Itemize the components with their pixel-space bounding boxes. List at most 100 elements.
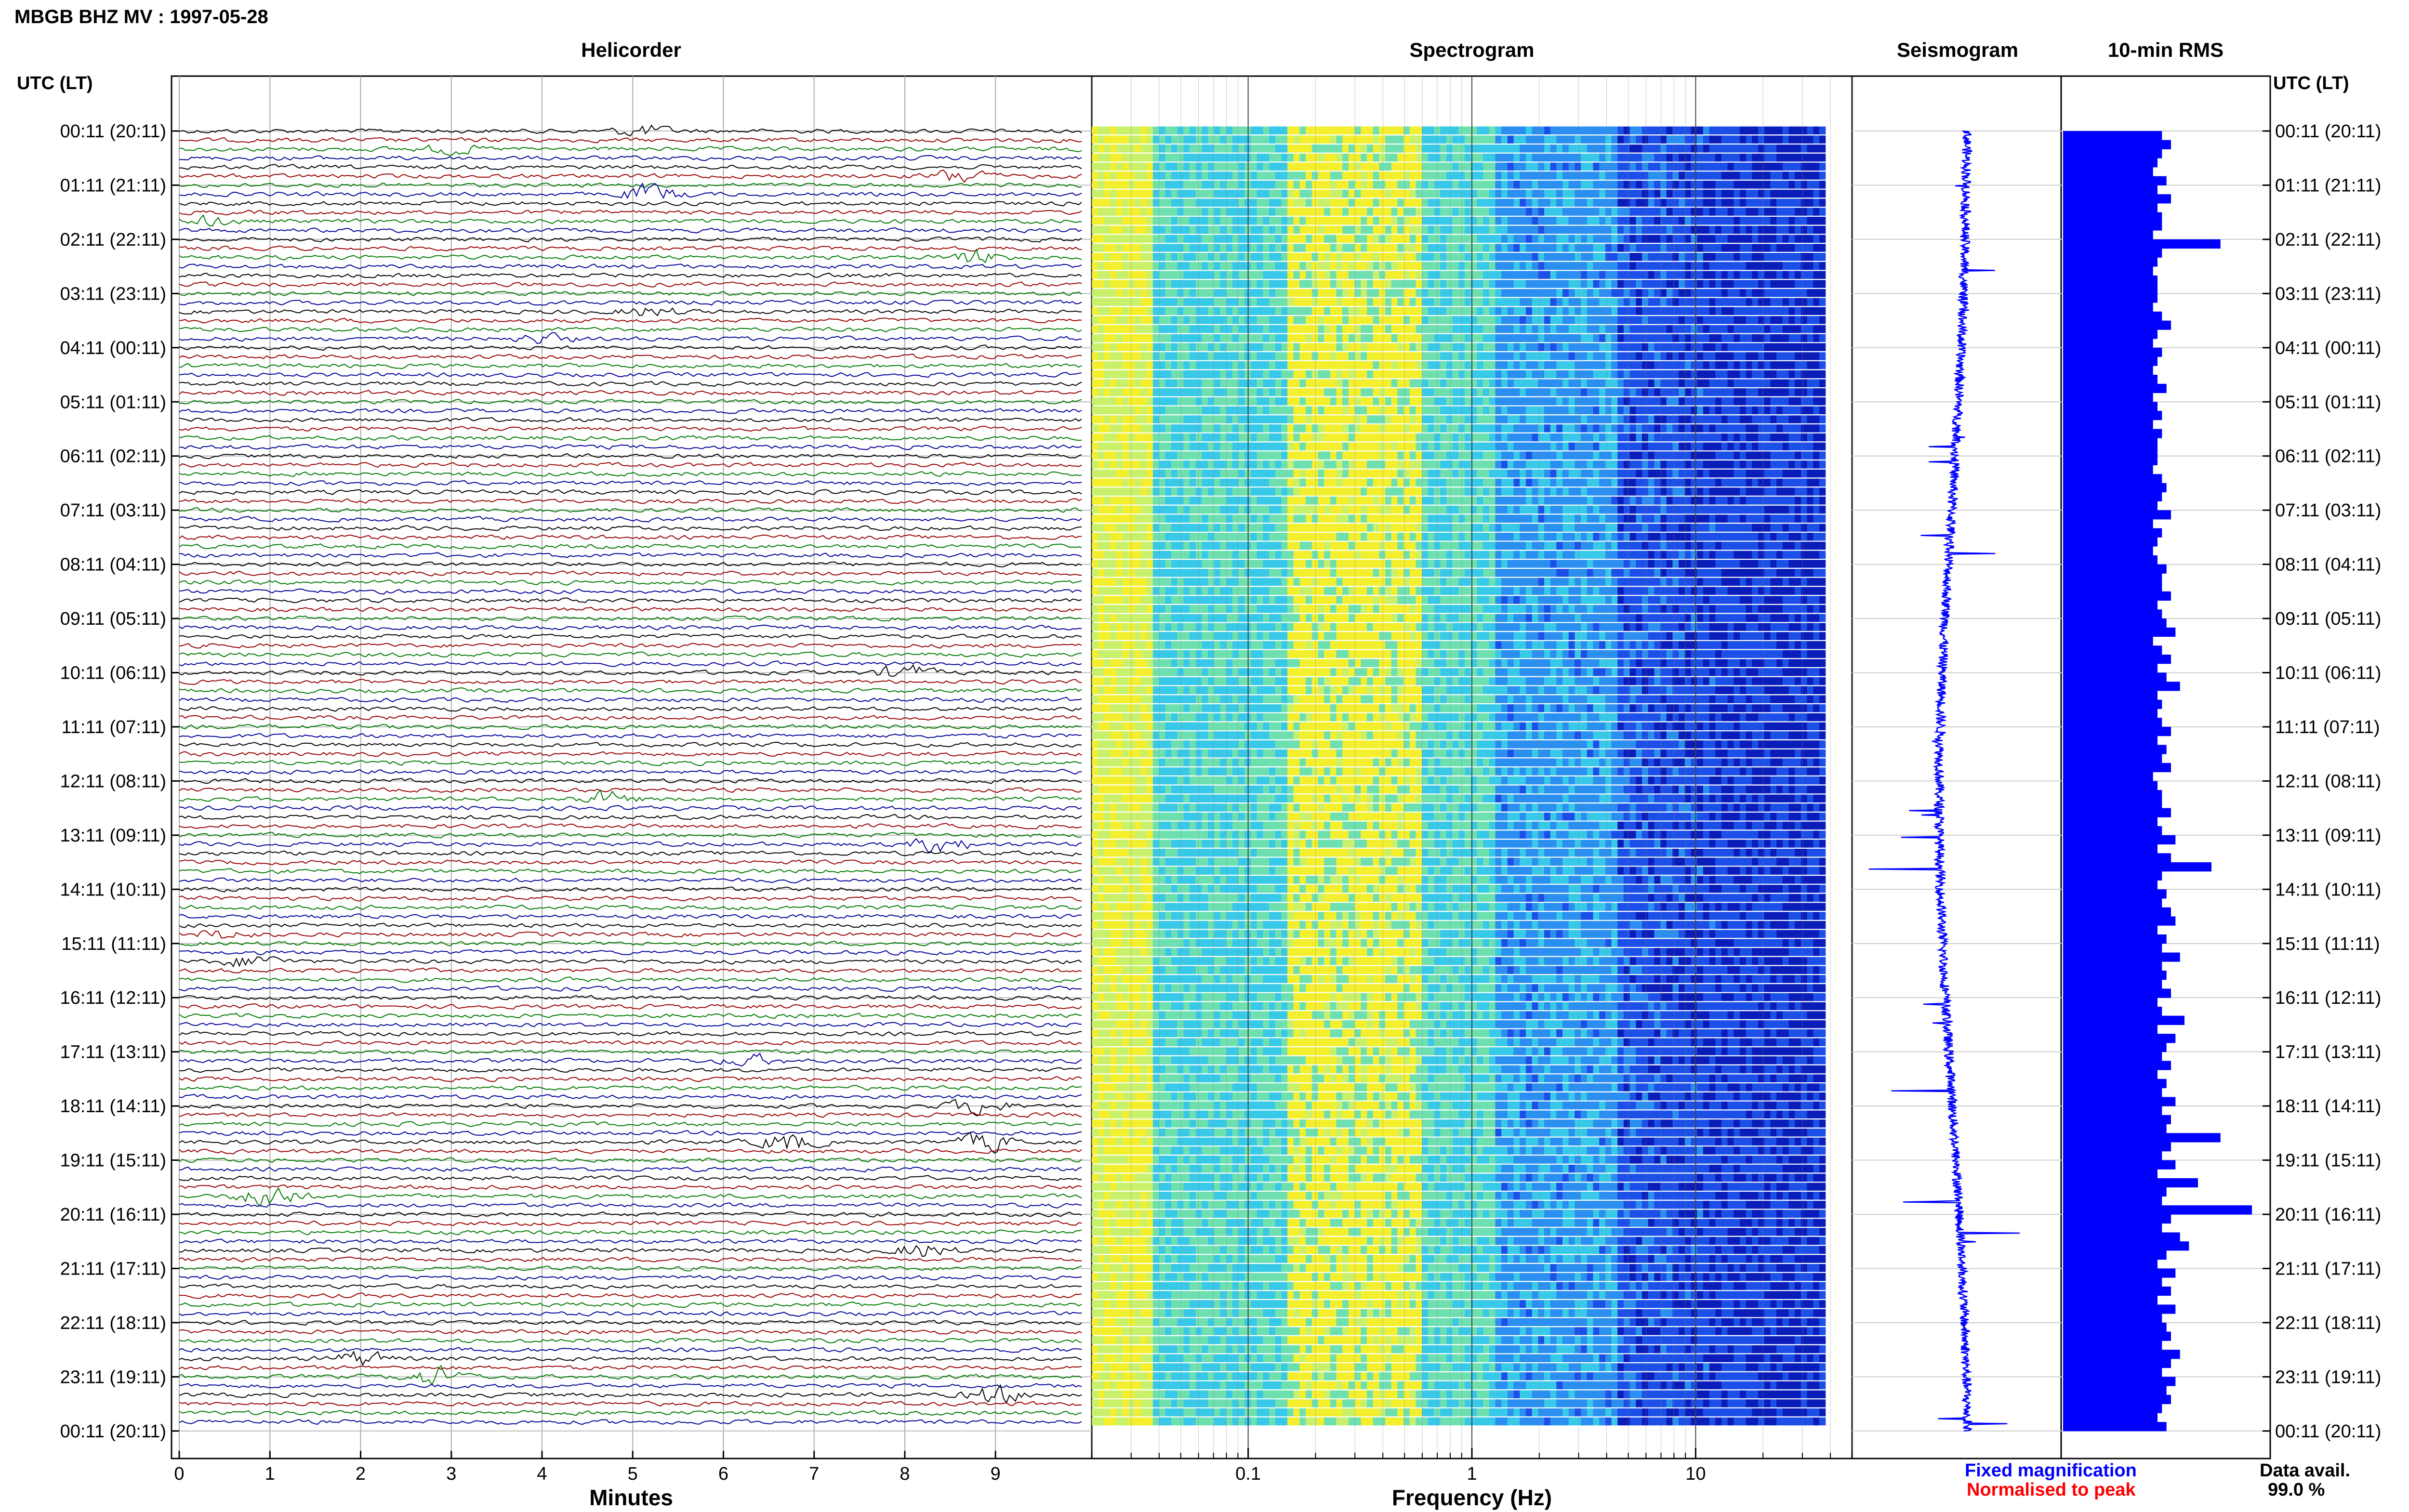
- spectrogram-cell: [1525, 442, 1533, 451]
- spectrogram-cell: [1220, 406, 1227, 415]
- spectrogram-cell: [1495, 415, 1502, 423]
- spectrogram-cell: [1642, 433, 1649, 442]
- spectrogram-cell: [1746, 424, 1752, 433]
- spectrogram-cell: [1354, 153, 1361, 162]
- spectrogram-cell: [1226, 388, 1233, 396]
- spectrogram-cell: [1171, 145, 1178, 153]
- spectrogram-cell: [1642, 171, 1649, 180]
- spectrogram-cell: [1807, 406, 1813, 415]
- spectrogram-cell: [1202, 352, 1208, 360]
- spectrogram-cell: [1575, 181, 1581, 189]
- spectrogram-cell: [1550, 379, 1557, 387]
- spectrogram-cell: [1306, 415, 1312, 423]
- spectrogram-cell: [1800, 460, 1808, 469]
- spectrogram-cell: [1807, 370, 1813, 379]
- spectrogram-cell: [1263, 171, 1270, 180]
- spectrogram-cell: [1507, 208, 1514, 216]
- spectrogram-cell: [1697, 181, 1704, 189]
- spectrogram-cell: [1581, 181, 1588, 189]
- spectrogram-cell: [1752, 145, 1759, 153]
- spectrogram-cell: [1116, 235, 1123, 243]
- spectrogram-cell: [1470, 235, 1477, 243]
- spectrogram-cell: [1788, 289, 1795, 297]
- spectrogram-cell: [1477, 153, 1483, 162]
- spectrogram-cell: [1727, 415, 1734, 423]
- spectrogram-cell: [1416, 198, 1422, 207]
- helicorder-trace-line: [179, 986, 1082, 992]
- spectrogram-cell: [1648, 145, 1655, 153]
- spectrogram-cell: [1195, 433, 1202, 442]
- spectrogram-cell: [1525, 126, 1533, 135]
- spectrogram-cell: [1202, 280, 1208, 288]
- spectrogram-cell: [1691, 469, 1697, 478]
- spectrogram-cell: [1489, 181, 1496, 189]
- spectrogram-cell: [1098, 289, 1104, 297]
- spectrogram-cell: [1740, 442, 1747, 451]
- spectrogram-cell: [1208, 379, 1215, 387]
- spectrogram-cell: [1293, 316, 1300, 324]
- spectrogram-cell: [1354, 126, 1361, 135]
- spectrogram-cell: [1788, 316, 1795, 324]
- spectrogram-cell: [1623, 153, 1630, 162]
- spectrogram-cell: [1391, 415, 1398, 423]
- spectrogram-cell: [1660, 217, 1667, 225]
- spectrogram-cell: [1623, 451, 1630, 460]
- spectrogram-cell: [1734, 280, 1740, 288]
- spectrogram-cell: [1715, 370, 1722, 379]
- spectrogram-cell: [1458, 235, 1465, 243]
- spectrogram-cell: [1434, 343, 1441, 351]
- spectrogram-cell: [1770, 343, 1777, 351]
- spectrogram-cell: [1697, 208, 1704, 216]
- spectrogram-cell: [1092, 415, 1099, 423]
- spectrogram-cell: [1581, 271, 1588, 279]
- spectrogram-cell: [1416, 135, 1422, 144]
- spectrogram-cell: [1740, 415, 1747, 423]
- spectrogram-cell: [1470, 442, 1477, 451]
- spectrogram-cell: [1593, 307, 1600, 315]
- spectrogram-cell: [1287, 126, 1294, 135]
- spectrogram-cell: [1110, 271, 1117, 279]
- spectrogram-cell: [1116, 433, 1123, 442]
- spectrogram-cell: [1727, 370, 1734, 379]
- spectrogram-cell: [1470, 361, 1477, 369]
- spectrogram-cell: [1318, 460, 1324, 469]
- spectrogram-cell: [1409, 289, 1416, 297]
- spectrogram-cell: [1306, 253, 1312, 261]
- spectrogram-cell: [1672, 135, 1679, 144]
- spectrogram-cell: [1147, 415, 1153, 423]
- spectrogram-cell: [1293, 415, 1300, 423]
- spectrogram-cell: [1428, 289, 1435, 297]
- spectrogram-cell: [1379, 181, 1386, 189]
- spectrogram-cell: [1226, 298, 1233, 306]
- spectrogram-cell: [1409, 198, 1416, 207]
- spectrogram-cell: [1446, 469, 1453, 478]
- spectrogram-cell: [1202, 298, 1208, 306]
- spectrogram-cell: [1715, 415, 1722, 423]
- spectrogram-cell: [1507, 397, 1514, 406]
- spectrogram-cell: [1171, 478, 1178, 487]
- spectrogram-cell: [1819, 469, 1826, 478]
- spectrogram-cell: [1354, 442, 1361, 451]
- spectrogram-cell: [1617, 433, 1624, 442]
- spectrogram-cell: [1752, 352, 1759, 360]
- spectrogram-cell: [1629, 442, 1636, 451]
- spectrogram-cell: [1220, 424, 1227, 433]
- spectrogram-cell: [1550, 271, 1557, 279]
- spectrogram-cell: [1477, 135, 1483, 144]
- spectrogram-cell: [1587, 478, 1594, 487]
- spectrogram-cell: [1104, 162, 1111, 171]
- spectrogram-cell: [1311, 334, 1319, 342]
- spectrogram-cell: [1299, 397, 1306, 406]
- spectrogram-cell: [1819, 208, 1826, 216]
- spectrogram-cell: [1330, 298, 1337, 306]
- spectrogram-cell: [1330, 162, 1337, 171]
- spectrogram-cell: [1593, 316, 1600, 324]
- spectrogram-cell: [1654, 135, 1661, 144]
- spectrogram-cell: [1544, 162, 1551, 171]
- spectrogram-cell: [1740, 145, 1747, 153]
- spectrogram-cell: [1159, 370, 1165, 379]
- spectrogram-cell: [1342, 145, 1349, 153]
- spectrogram-cell: [1740, 289, 1747, 297]
- spectrogram-cell: [1703, 469, 1710, 478]
- spectrogram-cell: [1116, 415, 1123, 423]
